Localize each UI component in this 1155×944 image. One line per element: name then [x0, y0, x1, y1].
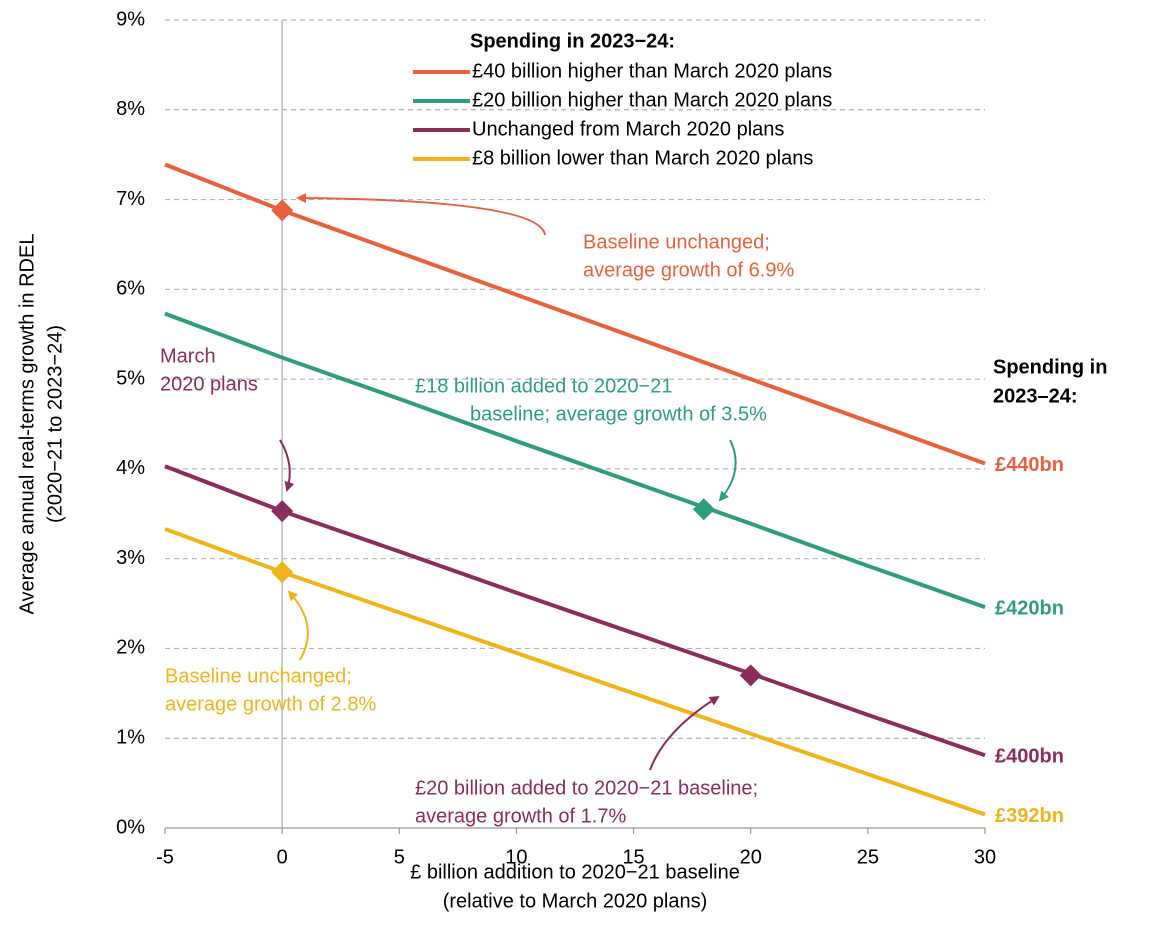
annotation-text: average growth of 6.9%: [583, 259, 794, 281]
y-tick-label: 5%: [116, 367, 145, 389]
annotation-text: Baseline unchanged;: [165, 665, 352, 687]
series-line: [164, 162, 986, 466]
marker: [271, 199, 294, 222]
annotation-text: average growth of 2.8%: [165, 693, 376, 715]
legend-label: Unchanged from March 2020 plans: [472, 118, 784, 140]
y-tick-label: 8%: [116, 98, 145, 120]
x-tick-label: -5: [156, 846, 174, 868]
end-label-title: 2023–24:: [993, 385, 1078, 407]
x-axis-label: (relative to March 2020 plans): [443, 890, 708, 912]
series-line: [164, 311, 986, 610]
legend-title: Spending in 2023−24:: [470, 30, 675, 52]
end-label-title: Spending in: [993, 356, 1107, 378]
y-tick-label: 1%: [116, 727, 145, 749]
end-label: £440bn: [995, 454, 1064, 476]
x-tick-label: 15: [622, 846, 644, 868]
end-label: £420bn: [995, 597, 1064, 619]
annotation-text: average growth of 1.7%: [415, 805, 626, 827]
y-tick-label: 0%: [116, 816, 145, 838]
marker: [739, 664, 762, 687]
end-label: £400bn: [995, 746, 1064, 768]
annotation-text: £20 billion added to 2020−21 baseline;: [415, 777, 758, 799]
annotation-arrow: [649, 695, 720, 771]
annotation-text: £18 billion added to 2020−21: [415, 375, 672, 397]
x-tick-label: 20: [740, 846, 762, 868]
annotation-text: March: [160, 345, 216, 367]
end-label: £392bn: [995, 805, 1064, 827]
marker: [692, 498, 715, 521]
annotation-arrow: [296, 193, 546, 236]
y-axis-label: Average annual real-terms growth in RDEL: [16, 234, 38, 615]
x-axis-label: £ billion addition to 2020−21 baseline: [410, 861, 740, 883]
y-tick-label: 7%: [116, 188, 145, 210]
x-tick-label: 5: [394, 846, 405, 868]
legend-label: £20 billion higher than March 2020 plans: [472, 89, 832, 111]
annotation-text: 2020 plans: [160, 373, 258, 395]
y-tick-label: 2%: [116, 637, 145, 659]
x-tick-label: 25: [857, 846, 879, 868]
x-tick-label: 10: [505, 846, 527, 868]
marker: [271, 561, 294, 584]
annotation-text: Baseline unchanged;: [583, 231, 770, 253]
y-axis-label: (2020−21 to 2023−24): [44, 325, 66, 523]
series-line: [164, 527, 986, 817]
x-tick-label: 30: [974, 846, 996, 868]
y-tick-label: 6%: [116, 278, 145, 300]
marker: [271, 500, 294, 523]
y-tick-label: 3%: [116, 547, 145, 569]
legend-label: £8 billion lower than March 2020 plans: [472, 147, 813, 169]
annotation-arrow: [718, 439, 737, 502]
series-line: [164, 464, 986, 758]
x-tick-label: 0: [277, 846, 288, 868]
legend-label: £40 billion higher than March 2020 plans: [472, 60, 832, 82]
y-tick-label: 4%: [116, 457, 145, 479]
y-tick-label: 9%: [116, 8, 145, 30]
annotation-arrow: [287, 590, 309, 661]
annotation-arrow: [279, 439, 295, 492]
annotation-text: baseline; average growth of 3.5%: [470, 403, 767, 425]
